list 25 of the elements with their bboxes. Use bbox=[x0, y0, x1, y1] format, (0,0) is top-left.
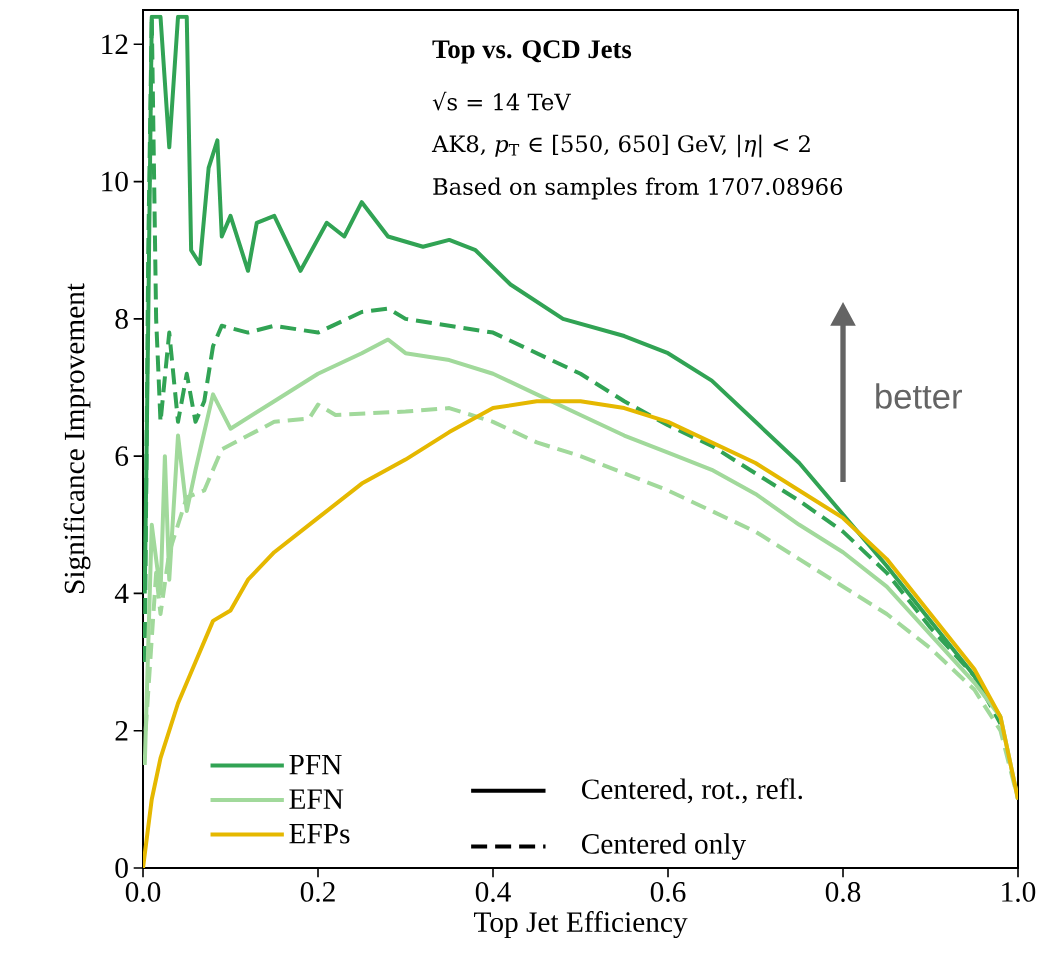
y-tick-label: 0 bbox=[115, 858, 128, 878]
text: Top vs. QCD Jets bbox=[432, 40, 632, 64]
y-tick-label: 2 bbox=[115, 720, 128, 741]
legend-label: PFN bbox=[289, 754, 342, 775]
annotation: √s = 14 TeV bbox=[432, 91, 572, 111]
x-axis-title: Top Jet Efficiency bbox=[474, 911, 688, 939]
annotation: Centered only bbox=[581, 833, 747, 860]
x-tick-label: 0.2 bbox=[300, 882, 335, 902]
y-axis-title: Significance Improvement bbox=[63, 283, 91, 593]
x-tick-label: 0.0 bbox=[125, 882, 161, 902]
legend-label: EFN bbox=[289, 789, 344, 809]
legend-label: EFPs bbox=[289, 824, 350, 844]
y-tick-label: 6 bbox=[115, 446, 129, 466]
x-tick-label: 0.4 bbox=[475, 882, 511, 902]
x-tick-label: 0.6 bbox=[650, 882, 686, 902]
annotation: Centered, rot., refl. bbox=[581, 778, 802, 804]
annotation: AK8, p$_{T}$ ∈ [550, 650] GeV, |η| < 2 bbox=[431, 134, 810, 158]
x-tick-label: 1.0 bbox=[1002, 882, 1036, 902]
y-tick-label: 8 bbox=[115, 308, 128, 329]
annotation: better bbox=[876, 383, 962, 409]
annotation: Based on samples from 1707.08966 bbox=[433, 177, 843, 200]
x-tick-label: 0.8 bbox=[825, 882, 861, 902]
y-tick-label: 12 bbox=[102, 34, 128, 55]
y-tick-label: 4 bbox=[114, 583, 129, 604]
y-tick-label: 10 bbox=[102, 171, 128, 192]
